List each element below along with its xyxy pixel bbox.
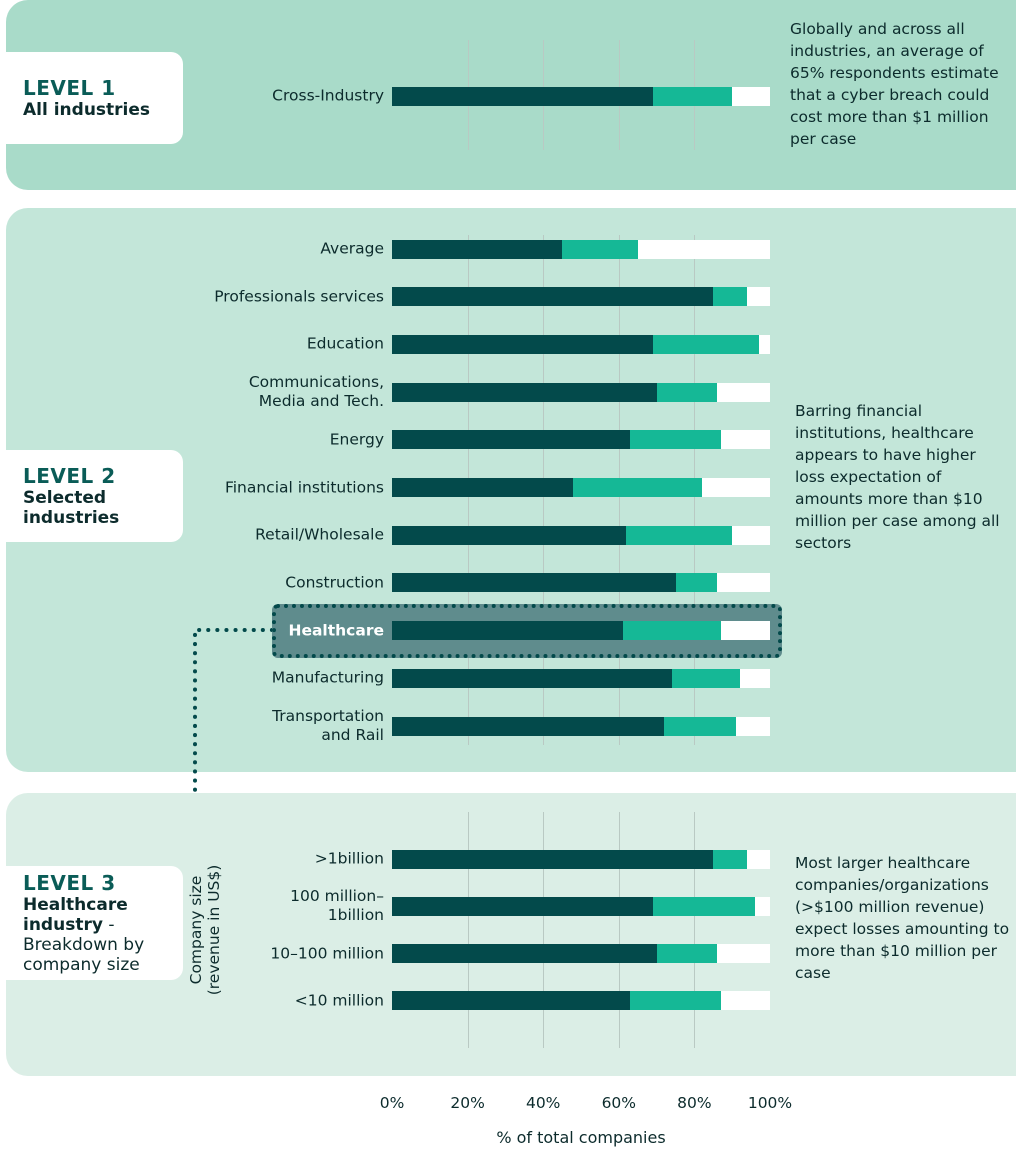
level-box: LEVEL 3 Healthcare industry - Breakdown …: [6, 866, 183, 980]
bar-segment: [664, 716, 736, 736]
bar-segment: [392, 478, 574, 497]
bar-segment: [392, 382, 657, 402]
bar-segment: [392, 239, 563, 259]
x-tick-label: 40%: [525, 1094, 561, 1112]
category-label: Transportation and Rail: [272, 707, 384, 744]
level-box: LEVEL 2 Selected industries: [6, 450, 183, 542]
level-title: LEVEL 1: [23, 76, 116, 100]
category-label: Education: [306, 334, 384, 353]
category-label: >1billion: [314, 849, 384, 868]
bar-segment: [732, 525, 770, 545]
category-label: Communications, Media and Tech.: [248, 373, 384, 411]
bar-segment: [392, 716, 665, 736]
bar-segment: [392, 573, 676, 593]
level-title: LEVEL 2: [23, 464, 116, 488]
bar-segment: [392, 334, 653, 354]
category-label: <10 million: [294, 991, 384, 1010]
bar-segment: [717, 944, 770, 964]
bar-segment: [392, 525, 627, 545]
x-tick-label: 20%: [450, 1094, 485, 1112]
bar-segment: [630, 991, 721, 1011]
bar-segment: [735, 716, 770, 736]
level-box: LEVEL 1 All industries: [6, 52, 183, 144]
x-tick-label: 80%: [677, 1094, 712, 1112]
bar-segment: [739, 668, 770, 688]
level-heading: Selected industries: [23, 488, 120, 528]
bar-segment: [720, 621, 770, 641]
x-tick-label: 100%: [747, 1094, 793, 1112]
bar-segment: [717, 382, 770, 402]
level-heading-rest: - Breakdown by company size: [23, 915, 145, 975]
category-label: Average: [320, 239, 384, 258]
bar-segment: [622, 621, 721, 641]
x-tick-label: 60%: [601, 1094, 637, 1112]
bar-segment: [392, 430, 631, 450]
bar-segment: [562, 239, 638, 259]
connector-line: [193, 628, 274, 794]
category-label: Cross-Industry: [272, 86, 384, 105]
level-heading: All industries: [23, 100, 151, 120]
grid-line: [618, 812, 620, 1048]
bar-segment: [754, 896, 770, 916]
grid-line: [543, 812, 545, 1048]
category-label: 10–100 million: [270, 944, 384, 963]
bar-segment: [392, 944, 657, 964]
bar-segment: [717, 573, 770, 593]
level-heading: Healthcare industry: [23, 895, 128, 935]
bar-segment: [637, 239, 770, 259]
bar-segment: [652, 334, 759, 354]
bar-segment: [573, 478, 702, 497]
x-axis-label: % of total companies: [496, 1128, 666, 1147]
bar-segment: [675, 573, 718, 593]
category-label: 100 million– 1billion: [290, 887, 384, 925]
bar-segment: [626, 525, 733, 545]
note: Most larger healthcare companies/organiz…: [795, 854, 1010, 982]
category-label: Financial institutions: [224, 478, 384, 496]
category-label: Energy: [329, 430, 384, 449]
category-label: Retail/Wholesale: [255, 525, 384, 544]
bar-segment: [392, 991, 631, 1011]
bar-segment: [656, 382, 718, 402]
bar-segment: [392, 896, 653, 916]
bar-segment: [392, 849, 714, 869]
bar-segment: [747, 849, 770, 869]
note: Globally and across all industries, an a…: [790, 20, 999, 148]
category-label: Manufacturing: [271, 668, 384, 687]
bar-segment: [392, 621, 623, 641]
bar-segment: [652, 896, 755, 916]
level-title: LEVEL 3: [23, 871, 116, 895]
bar-segment: [758, 334, 770, 354]
category-label: Professionals services: [214, 287, 384, 306]
bar-segment: [671, 668, 740, 688]
bar-segment: [713, 287, 748, 307]
bar-segment: [747, 287, 770, 307]
bar-segment: [392, 287, 714, 307]
bar-segment: [392, 86, 653, 106]
bar-segment: [656, 944, 718, 964]
bar-segment: [630, 430, 721, 450]
bar-segment: [652, 86, 733, 106]
bar-segment: [701, 478, 770, 497]
bar-segment: [732, 86, 770, 106]
grid-line: [694, 812, 696, 1048]
note: Barring financial institutions, healthca…: [795, 402, 1000, 552]
bar-segment: [720, 430, 770, 450]
category-label: Healthcare: [288, 621, 384, 640]
grid-line: [467, 812, 469, 1048]
category-label: Construction: [285, 573, 384, 592]
bar-segment: [713, 849, 748, 869]
bar-segment: [392, 668, 672, 688]
x-tick-label: 0%: [379, 1094, 405, 1112]
bar-segment: [720, 991, 770, 1011]
